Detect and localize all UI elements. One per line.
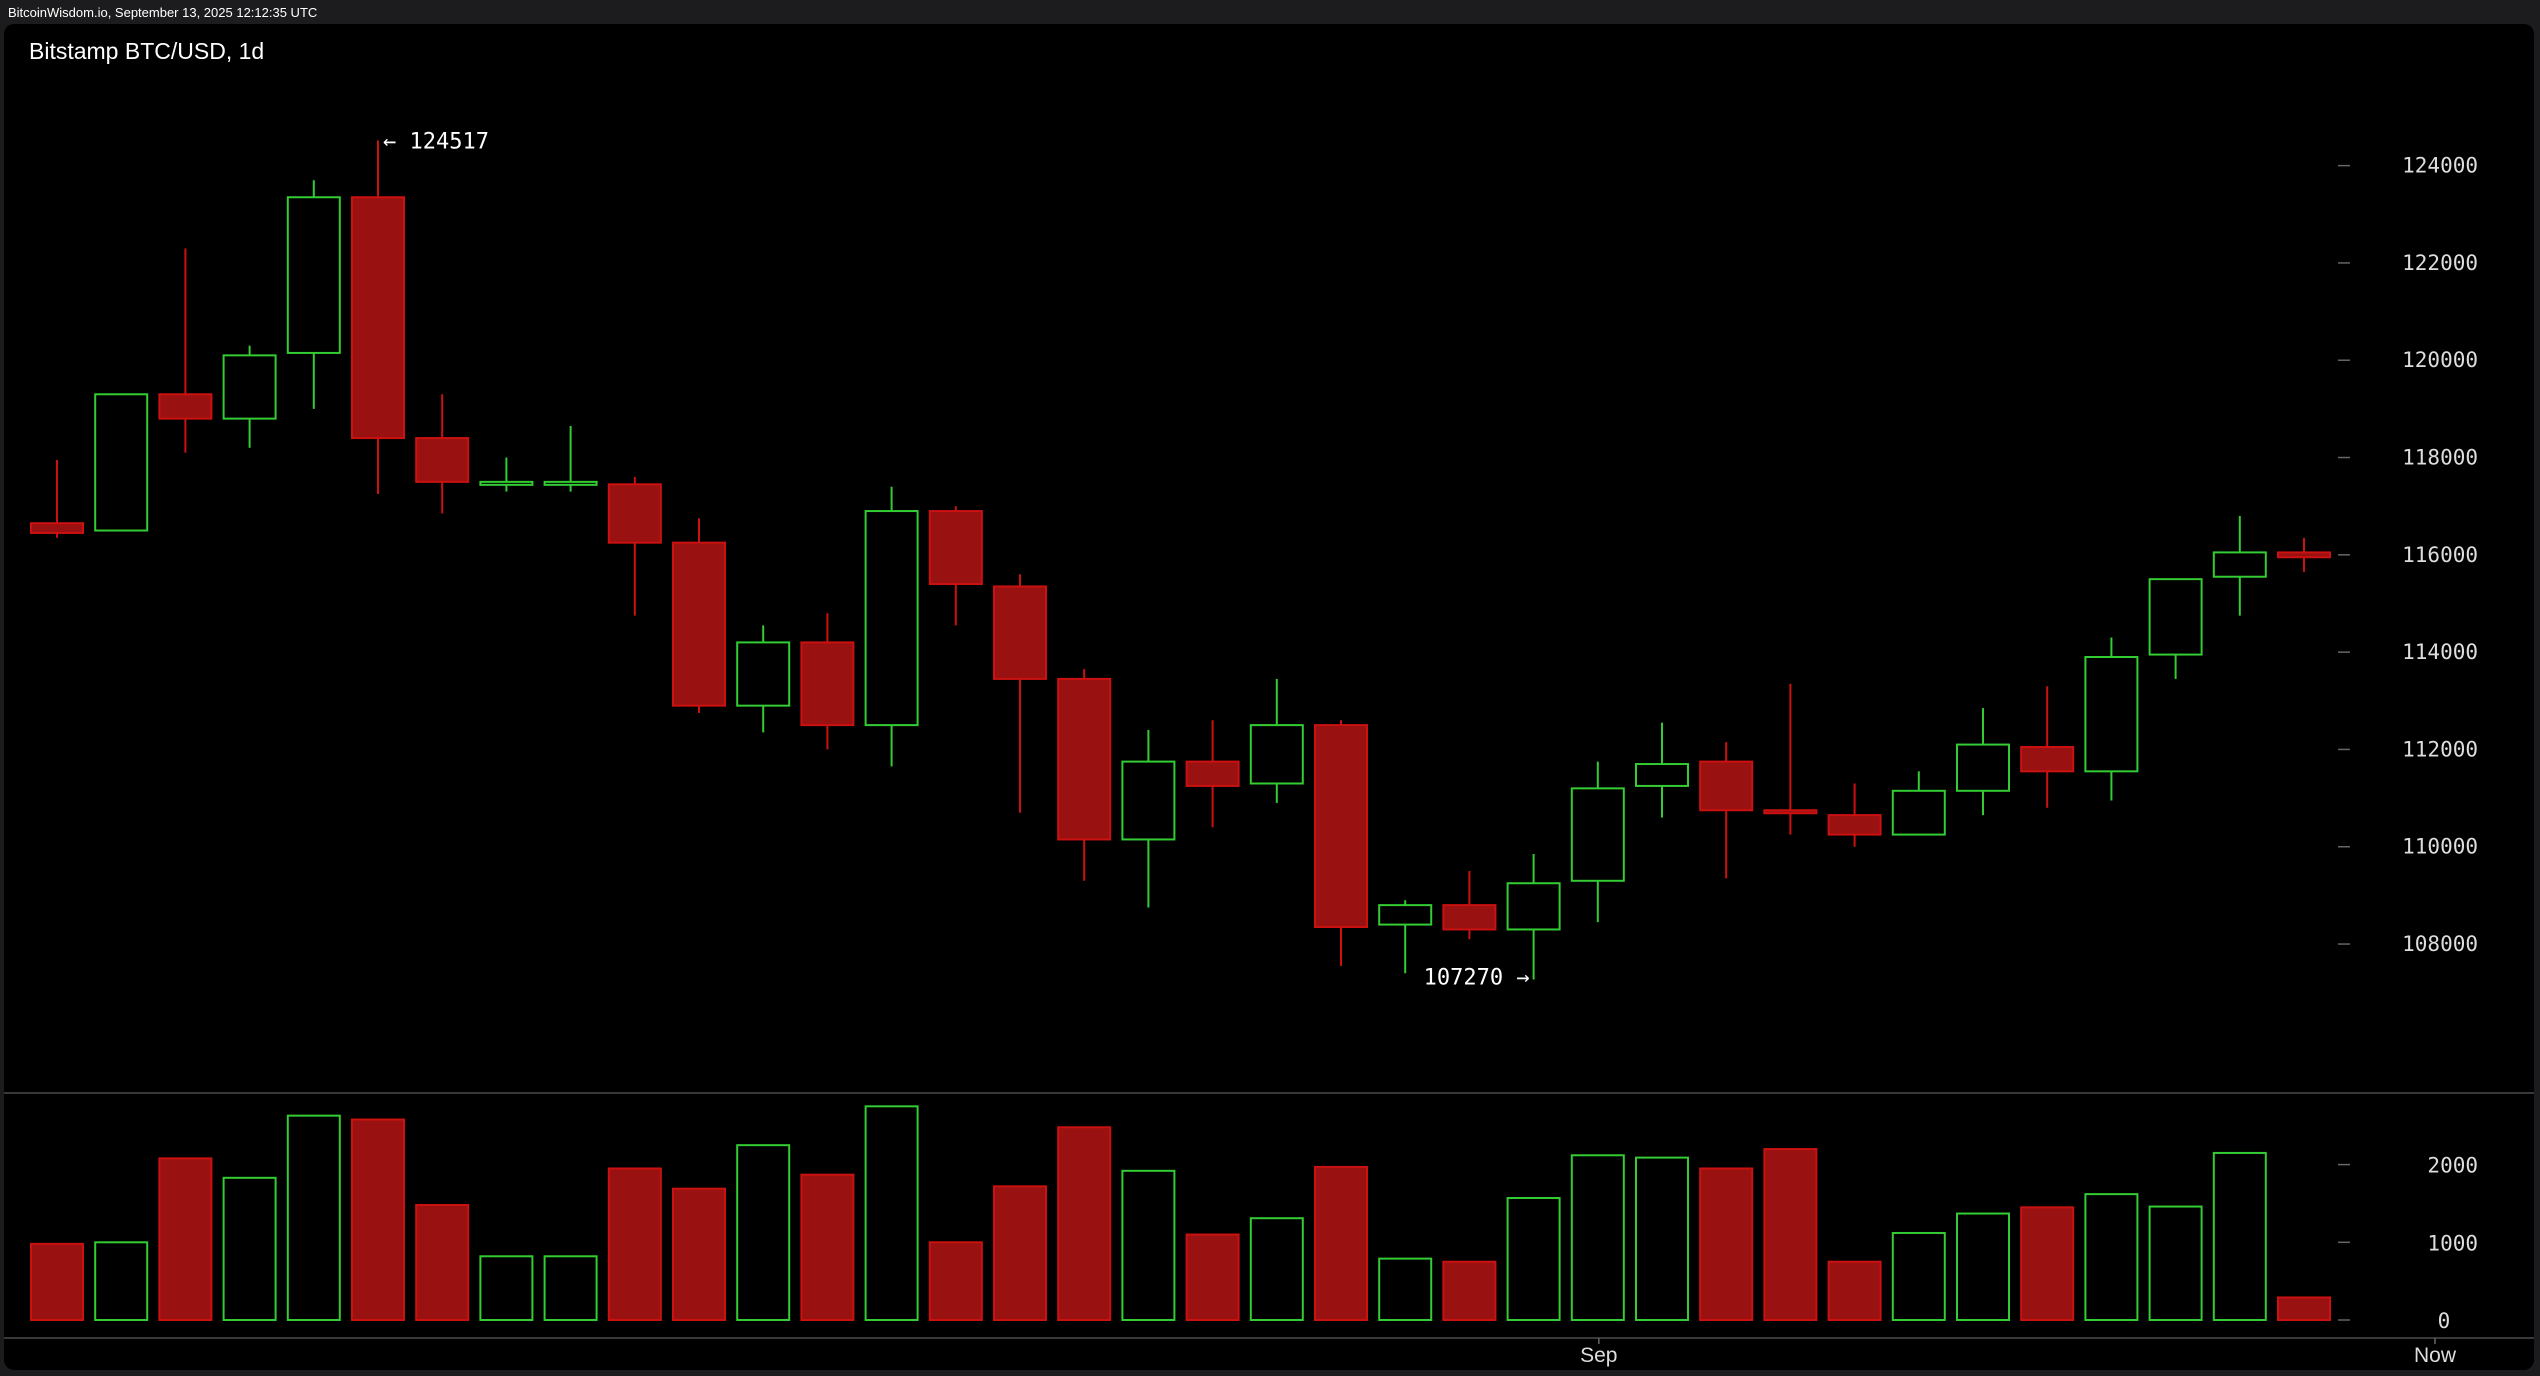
candle-body-up — [1956, 743, 2010, 792]
volume-bar — [222, 1176, 277, 1321]
volume-bar — [2277, 1296, 2331, 1322]
volume-bar — [1635, 1156, 1689, 1322]
candle-body-down — [607, 483, 662, 544]
volume-tick-label: 1000 — [2427, 1231, 2478, 1255]
candle-body-down — [30, 522, 84, 534]
candlestick-chart: Bitstamp BTC/USD, 1d 1080001100001120001… — [4, 38, 2534, 1367]
price-tick-label: 118000 — [2402, 446, 2478, 470]
high-price-label: ← 124517 — [383, 129, 489, 154]
candle-body-down — [672, 541, 726, 707]
volume-bar — [286, 1114, 341, 1322]
candle-body-up — [1891, 789, 1946, 836]
volume-bar — [1185, 1233, 1240, 1322]
candle-body-up — [1378, 904, 1433, 926]
volume-bar — [1827, 1260, 1882, 1321]
candle-body-up — [2084, 656, 2139, 773]
volume-bar — [158, 1157, 213, 1322]
volume-bar — [30, 1242, 84, 1321]
volume-bar — [2148, 1205, 2203, 1321]
candle-body-up — [94, 393, 149, 532]
volume-bar — [736, 1144, 791, 1322]
chart-panel: Bitstamp BTC/USD, 1d 108000 110000 112000 1… — [4, 24, 2534, 1370]
candle-body-up — [1121, 760, 1176, 841]
volume-bar — [864, 1105, 919, 1321]
volume-bar — [1891, 1231, 1946, 1321]
volume-tick-label: 0 — [2438, 1309, 2451, 1333]
candle-body-down — [415, 437, 470, 483]
annotations: ← 124517 107270 → — [383, 129, 1530, 990]
candle-body-up — [2212, 551, 2267, 578]
price-tick-label: 120000 — [2402, 348, 2478, 372]
candle-body-up — [1570, 787, 1625, 882]
volume-bar — [1570, 1154, 1625, 1321]
candle-body-down — [158, 393, 213, 420]
candle-body-down — [800, 641, 855, 727]
volume-bar — [2212, 1151, 2267, 1321]
candle-body-down — [1057, 677, 1112, 841]
price-axis: 108000 110000 112000 114000 116000 118000 1200… — [2338, 154, 2478, 956]
candle-body-up — [1249, 724, 1304, 785]
price-tick-label: 114000 — [2402, 640, 2478, 664]
price-tick-label: 116000 — [2402, 543, 2478, 567]
candle-body-down — [1185, 760, 1240, 787]
volume-tick-label: 2000 — [2427, 1154, 2478, 1178]
volume-bar — [2020, 1206, 2075, 1321]
candle-body-up — [864, 510, 919, 727]
price-tick-label: 122000 — [2402, 251, 2478, 275]
candle-body-up — [736, 641, 791, 707]
volume-bar — [607, 1167, 662, 1321]
candle-body-down — [928, 510, 983, 586]
volume-bars — [30, 1105, 2331, 1322]
low-price-label: 107270 → — [1424, 966, 1530, 991]
time-axis: Sep Now — [1580, 1338, 2457, 1367]
volume-bar — [1956, 1212, 2010, 1322]
volume-axis: 0 1000 2000 — [2338, 1154, 2478, 1333]
volume-bar — [672, 1187, 726, 1322]
volume-bar — [1763, 1148, 1818, 1322]
volume-bar — [1249, 1217, 1304, 1322]
volume-bar — [1378, 1257, 1433, 1321]
volume-bar — [928, 1241, 983, 1322]
price-tick-label: 124000 — [2402, 154, 2478, 178]
volume-bar — [800, 1173, 855, 1322]
candle-body-down — [2020, 746, 2075, 773]
candle-body-down — [1827, 814, 1882, 836]
candle-body-up — [286, 196, 341, 354]
volume-bar — [543, 1255, 598, 1322]
candle-body-down — [351, 196, 405, 440]
price-tick-label: 110000 — [2402, 835, 2478, 859]
volume-bar — [1057, 1126, 1112, 1321]
source-timestamp: BitcoinWisdom.io, September 13, 2025 12:… — [8, 5, 318, 20]
candle-body-up — [479, 480, 534, 486]
candles — [30, 140, 2331, 980]
time-tick-label: Now — [2414, 1344, 2457, 1367]
candle-body-down — [1442, 904, 1497, 931]
candle-body-down — [993, 585, 1047, 680]
volume-bar — [993, 1185, 1047, 1321]
candle-body-down — [2277, 551, 2331, 559]
volume-bar — [1506, 1197, 1561, 1321]
volume-bar — [2084, 1193, 2139, 1321]
top-bar: BitcoinWisdom.io, September 13, 2025 12:… — [0, 0, 2540, 24]
price-tick-label: 112000 — [2402, 737, 2478, 761]
candle-body-up — [543, 480, 598, 486]
volume-bar — [94, 1241, 149, 1322]
volume-bar — [415, 1204, 470, 1322]
time-tick-label: Sep — [1580, 1344, 1617, 1367]
candle-body-up — [2148, 578, 2203, 656]
chart-title: Bitstamp BTC/USD, 1d — [29, 38, 264, 64]
volume-bar — [1314, 1165, 1368, 1322]
candle-body-up — [222, 354, 277, 420]
candle-body-down — [1314, 724, 1368, 929]
candle-body-down — [1699, 760, 1754, 812]
candle-body-down — [1763, 809, 1818, 815]
volume-bar — [1121, 1169, 1176, 1322]
candle-body-up — [1635, 763, 1689, 787]
price-tick-label: 108000 — [2402, 932, 2478, 956]
volume-bar — [351, 1118, 405, 1322]
candle-body-up — [1506, 882, 1561, 931]
volume-bar — [479, 1255, 534, 1322]
volume-bar — [1699, 1167, 1754, 1321]
volume-bar — [1442, 1260, 1497, 1321]
